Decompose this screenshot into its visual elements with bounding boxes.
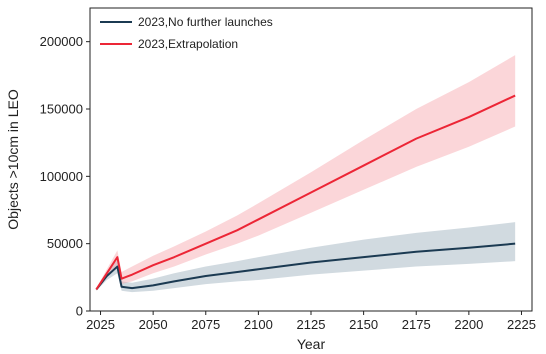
- series-line-0: [95, 242, 516, 291]
- x-axis-title: Year: [297, 336, 326, 352]
- legend-label-1: 2023,Extrapolation: [138, 37, 238, 51]
- x-tick-label: 2175: [402, 317, 431, 332]
- series-lines: [95, 94, 516, 291]
- y-axis-title: Objects >10cm in LEO: [5, 89, 21, 230]
- x-tick-label: 2125: [297, 317, 326, 332]
- y-tick-label: 50000: [47, 236, 83, 251]
- y-tick-label: 100000: [40, 169, 83, 184]
- series-line-1: [95, 94, 516, 290]
- y-tick-label: 200000: [40, 34, 83, 49]
- x-tick-label: 2050: [139, 317, 168, 332]
- y-tick-label: 150000: [40, 102, 83, 117]
- legend: 2023,No further launches 2023,Extrapolati…: [100, 15, 273, 51]
- y-tick-label: 0: [76, 304, 83, 319]
- x-tick-label: 2100: [244, 317, 273, 332]
- x-tick-label: 2075: [191, 317, 220, 332]
- x-tick-label: 2225: [507, 317, 536, 332]
- series-band-0: [96, 222, 516, 293]
- x-tick-label: 2025: [86, 317, 115, 332]
- series-band-1: [96, 55, 516, 291]
- legend-label-0: 2023,No further launches: [138, 15, 273, 29]
- uncertainty-bands: [96, 55, 516, 293]
- x-tick-label: 2150: [349, 317, 378, 332]
- x-tick-label: 2200: [454, 317, 483, 332]
- x-axis: 2025 2050 2075 2100 2125 2150 2175 2200 2225: [86, 311, 536, 332]
- y-axis: 0 50000 100000 150000 200000: [40, 34, 90, 319]
